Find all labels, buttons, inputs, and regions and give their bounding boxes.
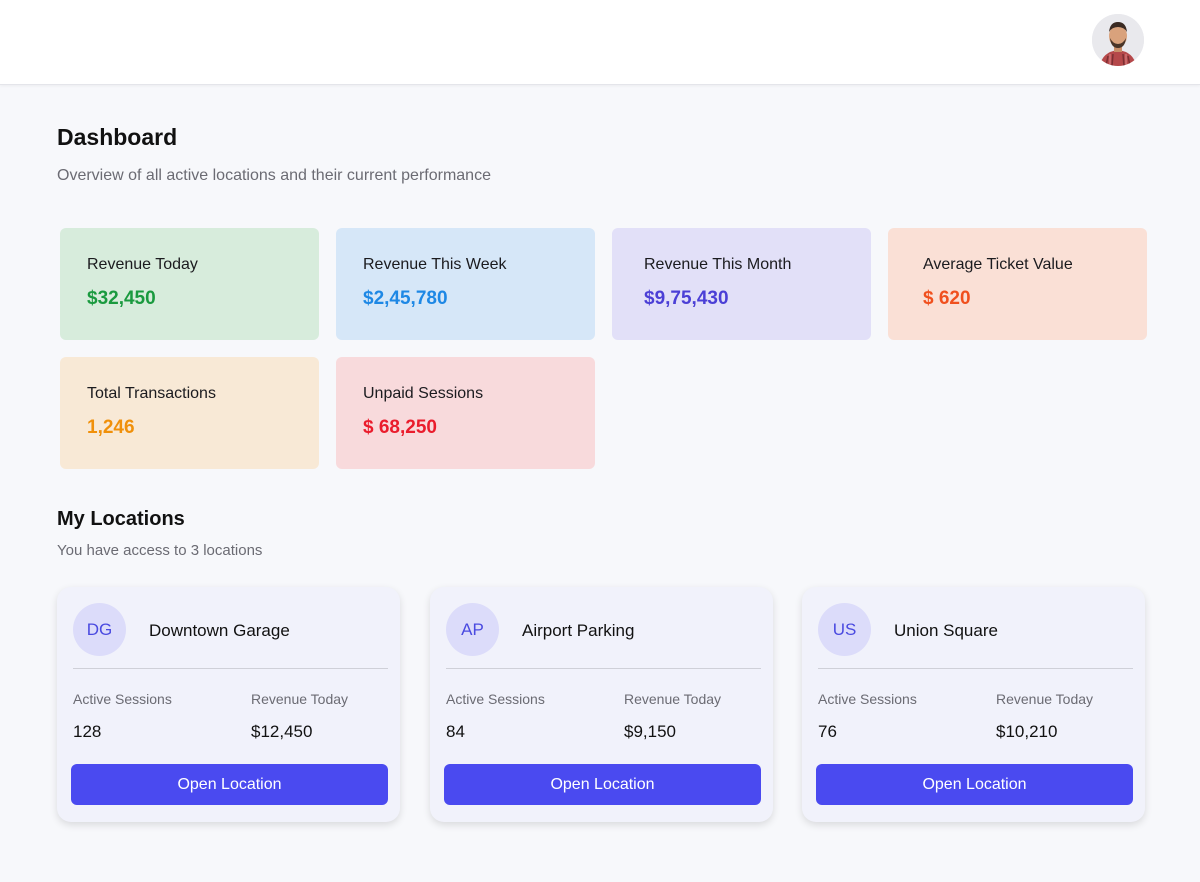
active-sessions-label: Active Sessions [446,691,545,707]
stat-label: Revenue This Week [363,256,507,273]
active-sessions-value: 76 [818,722,837,741]
revenue-today-value: $10,210 [996,722,1058,741]
stat-value: $9,75,430 [644,288,729,309]
stat-label: Revenue This Month [644,256,792,273]
stat-card-average-ticket: Average Ticket Value $ 620 [888,228,1147,340]
divider [446,668,761,669]
revenue-today-label: Revenue Today [251,691,349,707]
stat-card-total-transactions: Total Transactions 1,246 [60,357,319,469]
stat-value: $32,450 [87,288,156,309]
location-initials-badge: US [818,603,871,656]
revenue-today-label: Revenue Today [996,691,1094,707]
active-sessions-label: Active Sessions [73,691,172,707]
stat-card-revenue-week: Revenue This Week $2,45,780 [336,228,595,340]
location-card-airport-parking: AP Airport Parking Active Sessions Reven… [430,587,773,822]
stat-label: Average Ticket Value [923,256,1073,273]
page-subtitle: Overview of all active locations and the… [57,167,491,184]
location-name: Union Square [894,621,998,640]
location-initials-badge: AP [446,603,499,656]
location-initials-badge: DG [73,603,126,656]
active-sessions-value: 128 [73,722,102,741]
top-bar [0,0,1200,85]
revenue-today-value: $12,450 [251,722,313,741]
locations-section-subtitle: You have access to 3 locations [57,542,263,559]
stat-label: Revenue Today [87,256,198,273]
stat-card-unpaid-sessions: Unpaid Sessions $ 68,250 [336,357,595,469]
location-name: Downtown Garage [149,621,290,640]
stat-card-revenue-today: Revenue Today $32,450 [60,228,319,340]
divider [73,668,388,669]
open-location-button[interactable]: Open Location [816,764,1133,805]
stat-value: $ 68,250 [363,417,437,438]
stat-value: 1,246 [87,417,135,438]
revenue-today-label: Revenue Today [624,691,722,707]
divider [818,668,1133,669]
open-location-button[interactable]: Open Location [71,764,388,805]
location-card-union-square: US Union Square Active Sessions Revenue … [802,587,1145,822]
revenue-today-value: $9,150 [624,722,676,741]
locations-section-title: My Locations [57,508,185,530]
stat-card-revenue-month: Revenue This Month $9,75,430 [612,228,871,340]
open-location-button[interactable]: Open Location [444,764,761,805]
page-title: Dashboard [57,124,178,150]
active-sessions-value: 84 [446,722,465,741]
active-sessions-label: Active Sessions [818,691,917,707]
stat-value: $ 620 [923,288,971,309]
stat-value: $2,45,780 [363,288,448,309]
stat-label: Unpaid Sessions [363,385,484,402]
location-card-downtown-garage: DG Downtown Garage Active Sessions Reven… [57,587,400,822]
stat-label: Total Transactions [87,385,216,402]
user-avatar-icon[interactable] [1092,14,1144,66]
location-name: Airport Parking [522,621,635,640]
